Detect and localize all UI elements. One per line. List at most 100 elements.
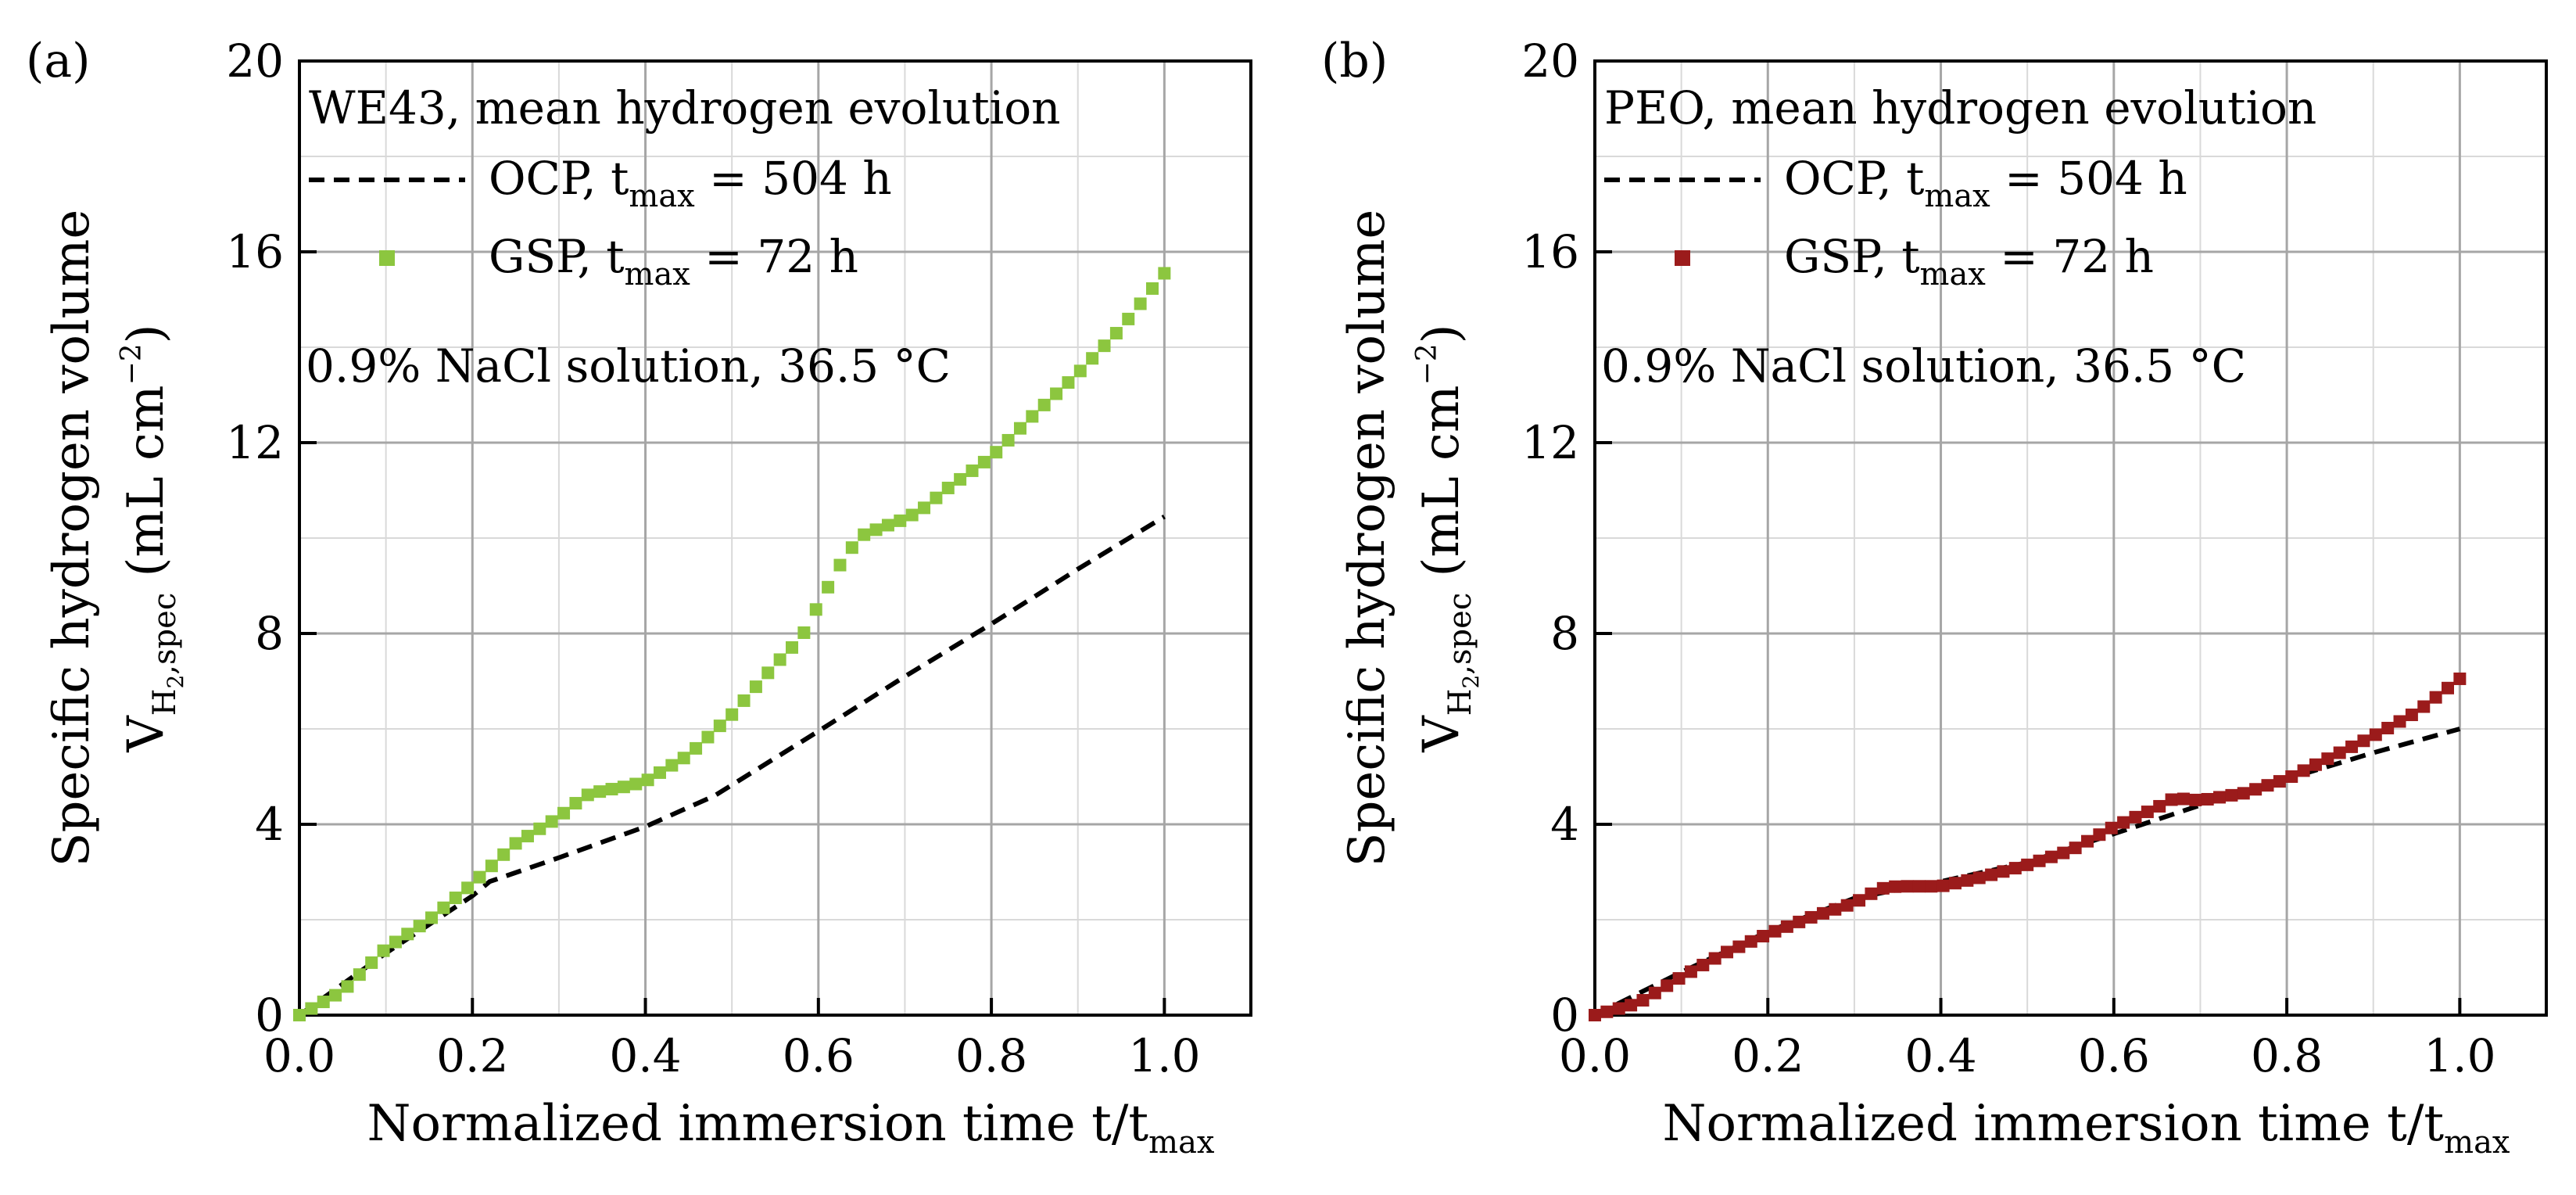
chart1-data-point (1744, 935, 1757, 948)
chart1-data-point (2405, 709, 2418, 722)
chart1-data-point (2105, 821, 2118, 834)
chart0-data-point (786, 641, 799, 654)
chart1-data-point (1648, 986, 1661, 999)
chart0-series-ocp-line (298, 515, 1166, 1017)
chart1-data-point (1816, 906, 1829, 920)
chart0-data-point (749, 680, 762, 694)
chart0-data-point (858, 528, 871, 541)
chart0-data-point (1122, 312, 1135, 325)
chart1-y-tick-label: 12 (1521, 416, 1579, 469)
chart1-y-axis-title-outer: Specific hydrogen volume (1338, 210, 1396, 867)
chart1-data-point (2021, 858, 2034, 871)
chart0-data-point (593, 785, 607, 798)
chart0-data-point (533, 822, 546, 835)
chart0-data-point (545, 815, 558, 828)
chart0-data-point (869, 523, 883, 536)
chart1-data-point (1732, 940, 1746, 953)
chart1-data-point (2177, 792, 2190, 806)
chart0-data-point (641, 773, 654, 787)
chart1-data-point (1889, 880, 1902, 893)
chart0-data-point (833, 558, 847, 572)
chart0-panel-label: (a) (26, 34, 91, 88)
chart0-x-tick-label: 0.0 (263, 1029, 335, 1082)
chart1-data-point (2225, 788, 2238, 802)
chart1-data-point (2237, 787, 2250, 800)
chart1-data-point (1661, 979, 1674, 992)
chart0-y-axis-title-inner: VH2,spec (mL cm−2) (116, 324, 188, 752)
chart1-plot-frame (1593, 59, 2548, 1017)
chart0-data-point (497, 848, 511, 861)
chart0-legend-title: WE43, mean hydrogen evolution (309, 81, 1061, 135)
chart0-data-point (581, 788, 594, 802)
chart1-data-point (1948, 877, 1962, 890)
chart0-x-axis-title: Normalized immersion time t/tmax (367, 1095, 1215, 1161)
chart1-data-point (2357, 734, 2370, 748)
chart1-data-point (1829, 903, 1842, 916)
chart1-data-point (2345, 740, 2359, 753)
chart1-data-point (2153, 799, 2166, 813)
chart1-x-tick-label: 0.2 (1732, 1029, 1804, 1082)
chart0-data-point (977, 455, 991, 468)
chart0-data-point (509, 837, 522, 850)
chart1-data-point (2309, 758, 2322, 771)
chart0-data-point (629, 777, 643, 791)
chart1-data-point (2369, 728, 2382, 741)
chart1-y-tick-label: 4 (1550, 798, 1579, 851)
chart0-data-point (990, 446, 1003, 459)
chart0-data-point (690, 741, 703, 755)
chart0-data-point (1062, 376, 1075, 389)
chart0-data-point (317, 996, 330, 1009)
chart1-legend-label-gsp: GSP, tmax = 72 h (1784, 230, 2154, 292)
chart1-data-point (1961, 874, 1974, 887)
chart0-data-point (569, 797, 582, 810)
chart1-series-gsp-markers (1589, 672, 2467, 1021)
chart0-data-point (737, 694, 751, 707)
chart1-data-point (2165, 793, 2178, 806)
chart0-x-tick-label: 0.4 (609, 1029, 681, 1082)
chart0-data-point (653, 766, 666, 779)
chart1-data-point (1636, 994, 1650, 1007)
chart0-data-point (773, 653, 786, 666)
chart1-data-point (1876, 881, 1890, 895)
chart0-panel: 0.0 0.2 0.4 0.6 0.8 1.0 0 4 8 12 16 20 (a) Normalized… (26, 34, 1252, 1161)
chart1-panel-label: (b) (1321, 34, 1388, 88)
chart1-data-point (2453, 672, 2467, 685)
chart1-data-point (1600, 1005, 1614, 1018)
chart0-data-point (1109, 327, 1123, 340)
chart0-data-point (941, 481, 955, 494)
chart0-data-point (341, 980, 354, 993)
chart1-y-tick-label: 20 (1521, 34, 1579, 88)
chart1-data-point (2249, 783, 2263, 796)
chart1-data-point (2081, 834, 2094, 848)
chart1-data-point (1936, 879, 1950, 892)
chart1-data-point (2093, 828, 2106, 842)
chart0-data-point (1158, 267, 1171, 280)
chart1-data-point (1721, 946, 1734, 959)
chart0-condition-note: 0.9% NaCl solution, 36.5 °C (306, 339, 951, 393)
chart1-data-point (1589, 1009, 1601, 1021)
chart1-data-point (2441, 681, 2454, 694)
chart0-data-point (293, 1009, 306, 1021)
chart1-data-point (1840, 899, 1854, 912)
chart1-legend-swatch-gsp (1675, 250, 1690, 266)
chart0-data-point (413, 920, 426, 933)
chart0-legend-swatch-gsp (379, 250, 395, 266)
chart0-y-tick-label: 8 (255, 607, 284, 660)
chart0-data-point (966, 464, 979, 477)
chart1-condition-note: 0.9% NaCl solution, 36.5 °C (1601, 339, 2246, 393)
chart1-data-point (1804, 910, 1818, 924)
chart1-x-tick-label: 0.6 (2078, 1029, 2150, 1082)
chart0-data-point (797, 626, 811, 639)
chart1-data-point (1757, 930, 1770, 943)
chart0-legend-label-gsp: GSP, tmax = 72 h (489, 230, 858, 292)
chart1-data-point (2321, 752, 2334, 766)
chart0-x-tick-label: 0.2 (436, 1029, 508, 1082)
chart0-data-point (401, 928, 414, 941)
chart0-data-point (1134, 297, 1147, 310)
chart0-data-point (905, 508, 919, 522)
chart1-y-tick-label: 16 (1521, 225, 1579, 278)
chart1-data-point (1925, 880, 1938, 893)
chart0-data-point (1073, 364, 1087, 378)
chart1-data-point (1985, 868, 1998, 881)
